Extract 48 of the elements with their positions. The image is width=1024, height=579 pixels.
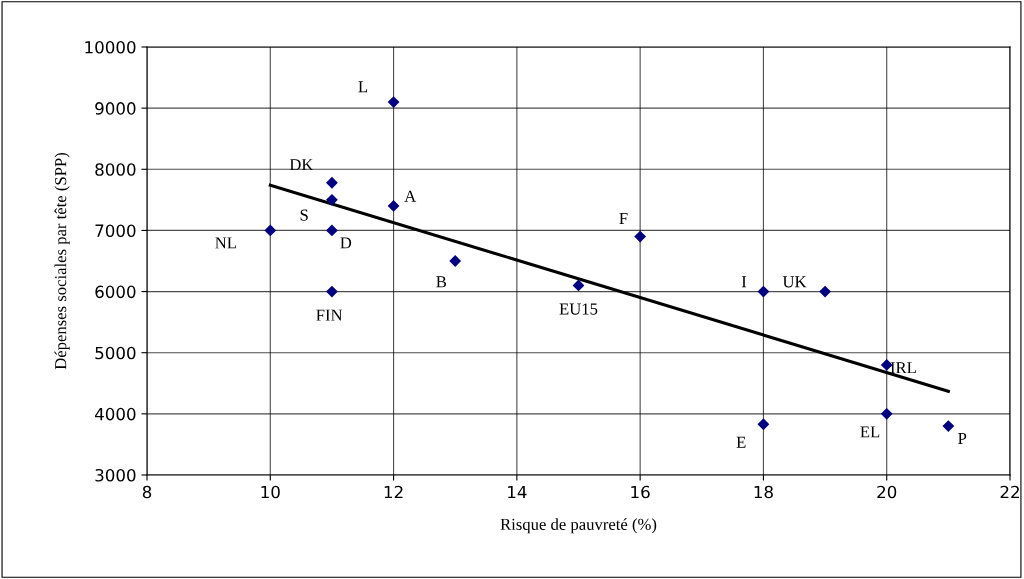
y-tick-label: 3000 xyxy=(95,468,136,482)
annotation: I xyxy=(741,276,747,288)
annotation: D xyxy=(340,237,352,249)
point xyxy=(326,285,338,298)
annotation: L xyxy=(358,81,368,93)
point xyxy=(326,193,338,206)
x-tick-label: 20 xyxy=(877,485,897,499)
x-tick-label: 14 xyxy=(508,485,527,499)
point xyxy=(264,224,277,237)
point xyxy=(757,285,770,298)
point xyxy=(634,230,647,243)
y-tick-label: 7000 xyxy=(95,224,136,237)
annotation: EL xyxy=(860,426,880,438)
y-tick-label: 4000 xyxy=(94,407,136,421)
x-tick-label: 22 xyxy=(1000,485,1019,499)
y-axis-title: Dépenses sociales par tête (SPP) xyxy=(54,152,70,370)
point xyxy=(387,96,400,108)
x-axis-title: Risque de pauvreté (%) xyxy=(500,518,657,534)
annotation: DK xyxy=(289,159,314,171)
x-tick-label: 18 xyxy=(754,485,773,499)
x-tick-label: 8 xyxy=(142,485,152,499)
annotation: EU15 xyxy=(559,303,598,315)
y-tick-label: 8000 xyxy=(95,163,136,176)
y-tick-label: 10000 xyxy=(85,40,136,54)
y-tick-label: 5000 xyxy=(95,346,136,360)
x-tick-label: 10 xyxy=(261,485,280,499)
y-tick-label: 9000 xyxy=(95,102,136,115)
annotation: B xyxy=(436,276,447,288)
x-tick-label: 16 xyxy=(631,485,650,499)
point xyxy=(819,285,831,298)
y-tick-label: 6000 xyxy=(95,285,136,299)
point xyxy=(757,418,770,431)
annotation: E xyxy=(736,436,746,448)
point xyxy=(326,224,338,237)
x-tick-label: 12 xyxy=(384,485,403,499)
annotation: A xyxy=(404,190,417,202)
annotation: P xyxy=(958,433,967,444)
point xyxy=(880,407,893,420)
annotation: F xyxy=(619,212,628,224)
annotation: IRL xyxy=(890,362,916,374)
point xyxy=(449,255,462,267)
point xyxy=(326,176,338,189)
annotation: FIN xyxy=(316,309,343,321)
annotation: UK xyxy=(782,276,807,288)
annotation: S xyxy=(300,209,308,221)
point xyxy=(942,420,955,432)
annotation: NL xyxy=(215,237,236,249)
point xyxy=(387,200,400,212)
